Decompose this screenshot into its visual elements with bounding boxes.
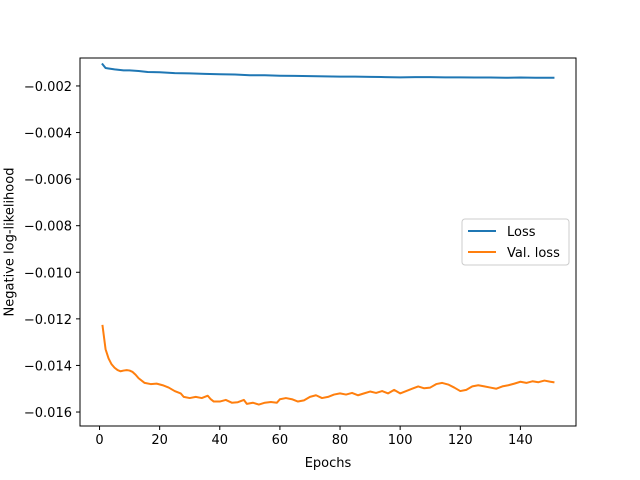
y-tick-label: −0.016 bbox=[24, 406, 72, 421]
y-tick-label: −0.010 bbox=[24, 266, 72, 281]
legend-label-val-loss: Val. loss bbox=[507, 246, 560, 261]
series-line-loss bbox=[101, 62, 555, 79]
legend: Loss Val. loss bbox=[461, 218, 570, 266]
x-tick-label: 60 bbox=[272, 433, 289, 448]
y-tick-label: −0.012 bbox=[24, 313, 72, 328]
y-tick-label: −0.014 bbox=[24, 359, 72, 374]
x-tick-label: 100 bbox=[388, 433, 413, 448]
series-line-val-loss bbox=[101, 324, 555, 406]
y-tick-label: −0.006 bbox=[24, 173, 72, 188]
y-axis: −0.016 −0.014 −0.012 −0.010 −0.008 −0.006 −0.0… bbox=[24, 80, 80, 421]
x-axis-label: Epochs bbox=[305, 456, 352, 471]
x-tick-label: 80 bbox=[332, 433, 349, 448]
x-axis: 0 20 40 60 80 100 120 140 bbox=[95, 426, 533, 448]
series-layer bbox=[101, 62, 555, 406]
x-tick-label: 0 bbox=[95, 433, 103, 448]
x-tick-label: 20 bbox=[151, 433, 168, 448]
x-tick-label: 40 bbox=[212, 433, 229, 448]
legend-label-loss: Loss bbox=[507, 225, 536, 240]
x-tick-label: 140 bbox=[508, 433, 533, 448]
plot-area-frame bbox=[79, 57, 577, 427]
y-axis-label: Negative log-likelihood bbox=[3, 168, 18, 317]
x-tick-label: 120 bbox=[448, 433, 473, 448]
y-tick-label: −0.002 bbox=[24, 80, 72, 95]
y-tick-label: −0.008 bbox=[24, 220, 72, 235]
y-tick-label: −0.004 bbox=[24, 127, 72, 142]
